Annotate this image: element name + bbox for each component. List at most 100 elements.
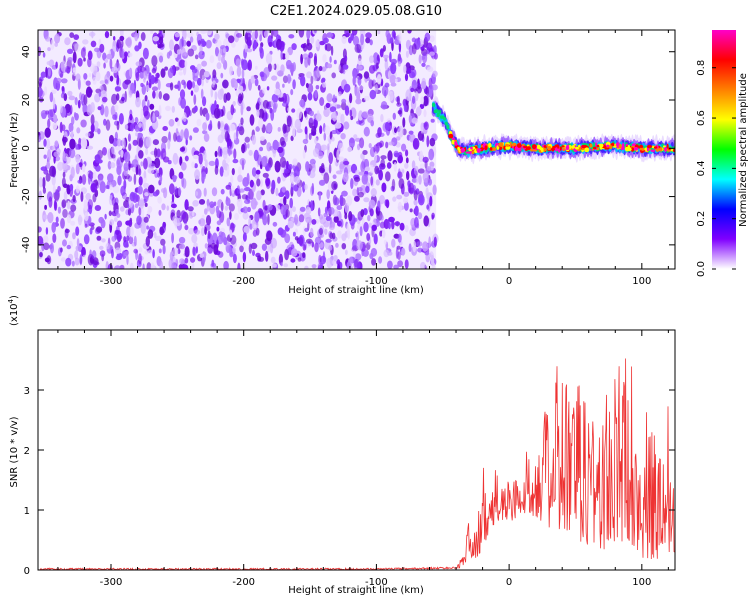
noise-blob bbox=[77, 99, 81, 109]
noise-blob bbox=[135, 90, 140, 99]
noise-blob bbox=[116, 220, 123, 228]
noise-blob bbox=[314, 30, 317, 34]
noise-blob bbox=[244, 199, 251, 205]
noise-blob bbox=[262, 199, 266, 210]
noise-blob bbox=[68, 95, 76, 101]
noise-blob bbox=[408, 130, 414, 135]
noise-blob bbox=[380, 214, 384, 221]
noise-blob bbox=[323, 212, 329, 218]
noise-blob bbox=[302, 138, 309, 145]
snr-y-tick-label: 1 bbox=[24, 506, 30, 517]
noise-blob bbox=[344, 213, 348, 220]
noise-blob bbox=[80, 191, 84, 202]
noise-blob bbox=[225, 92, 231, 101]
noise-blob bbox=[343, 160, 350, 166]
noise-blob bbox=[181, 36, 184, 47]
noise-blob bbox=[277, 126, 281, 132]
noise-blob bbox=[271, 30, 274, 40]
noise-blob bbox=[333, 255, 338, 262]
noise-blob bbox=[292, 231, 296, 237]
noise-blob bbox=[59, 121, 63, 133]
noise-blob bbox=[196, 118, 202, 127]
noise-blob bbox=[191, 161, 196, 169]
noise-blob bbox=[203, 187, 207, 197]
noise-blob bbox=[363, 208, 368, 216]
noise-blob bbox=[96, 226, 103, 233]
noise-blob bbox=[334, 197, 340, 206]
spectrogram-y-tick-label: 40 bbox=[21, 45, 32, 58]
signal-peak bbox=[530, 148, 534, 152]
noise-blob bbox=[418, 54, 422, 64]
noise-blob bbox=[353, 217, 358, 222]
noise-blob bbox=[416, 86, 422, 94]
signal-peak bbox=[633, 147, 639, 151]
noise-blob bbox=[216, 104, 219, 109]
noise-blob bbox=[68, 148, 76, 159]
noise-blob bbox=[415, 106, 422, 117]
noise-blob bbox=[150, 262, 155, 269]
noise-blob bbox=[341, 101, 347, 111]
noise-blob bbox=[397, 125, 404, 138]
noise-blob bbox=[377, 127, 382, 138]
noise-blob bbox=[66, 214, 72, 224]
noise-blob bbox=[105, 119, 111, 131]
noise-blob bbox=[189, 135, 193, 141]
noise-blob bbox=[354, 43, 362, 53]
noise-blob bbox=[43, 138, 47, 147]
noise-blob bbox=[82, 163, 86, 173]
noise-blob bbox=[139, 198, 145, 209]
noise-blob bbox=[380, 101, 388, 110]
noise-blob bbox=[81, 174, 87, 185]
noise-blob bbox=[171, 105, 175, 113]
noise-blob bbox=[314, 236, 322, 245]
noise-blob bbox=[335, 242, 339, 248]
noise-blob bbox=[397, 233, 402, 243]
noise-blob bbox=[250, 75, 255, 84]
noise-blob bbox=[389, 51, 392, 63]
noise-blob bbox=[272, 64, 275, 69]
signal-peak bbox=[469, 150, 472, 155]
noise-blob bbox=[178, 171, 184, 179]
noise-blob bbox=[38, 135, 41, 140]
noise-blob bbox=[256, 190, 262, 201]
noise-blob bbox=[335, 170, 343, 175]
noise-blob bbox=[75, 163, 80, 175]
noise-blob bbox=[109, 219, 115, 226]
noise-blob bbox=[109, 58, 113, 69]
signal-peak bbox=[555, 147, 558, 152]
noise-blob bbox=[65, 257, 72, 267]
noise-blob bbox=[417, 247, 423, 253]
signal-peak bbox=[460, 147, 466, 153]
noise-blob bbox=[169, 183, 175, 195]
noise-blob bbox=[104, 30, 110, 39]
noise-blob bbox=[337, 63, 341, 72]
signal-cell bbox=[431, 102, 436, 108]
noise-blob bbox=[158, 91, 162, 100]
colorbar: 0.0 0.2 0.4 0.6 0.8 Normalized spectral ampl… bbox=[696, 30, 749, 277]
noise-blob bbox=[90, 183, 97, 193]
chart-title: C2E1.2024.029.05.08.G10 bbox=[270, 4, 442, 19]
noise-blob bbox=[112, 185, 120, 194]
noise-blob bbox=[294, 176, 301, 184]
noise-blob bbox=[53, 151, 60, 158]
noise-blob bbox=[244, 32, 249, 44]
noise-blob bbox=[80, 119, 87, 128]
noise-blob bbox=[62, 136, 68, 143]
noise-blob bbox=[77, 214, 83, 226]
noise-blob bbox=[261, 243, 267, 251]
noise-blob bbox=[411, 95, 416, 104]
noise-blob bbox=[52, 233, 57, 243]
noise-blob bbox=[256, 178, 261, 187]
noise-blob bbox=[85, 80, 91, 86]
noise-blob bbox=[192, 69, 195, 81]
noise-blob bbox=[419, 150, 424, 163]
snr-x-axis-label: Height of straight line (km) bbox=[288, 585, 424, 596]
noise-blob bbox=[327, 63, 333, 69]
signal-peak bbox=[470, 146, 473, 150]
noise-blob bbox=[346, 223, 350, 235]
noise-blob bbox=[394, 127, 397, 134]
noise-blob bbox=[417, 194, 425, 206]
noise-blob bbox=[429, 51, 435, 56]
noise-blob bbox=[379, 230, 383, 237]
noise-blob bbox=[116, 138, 122, 147]
